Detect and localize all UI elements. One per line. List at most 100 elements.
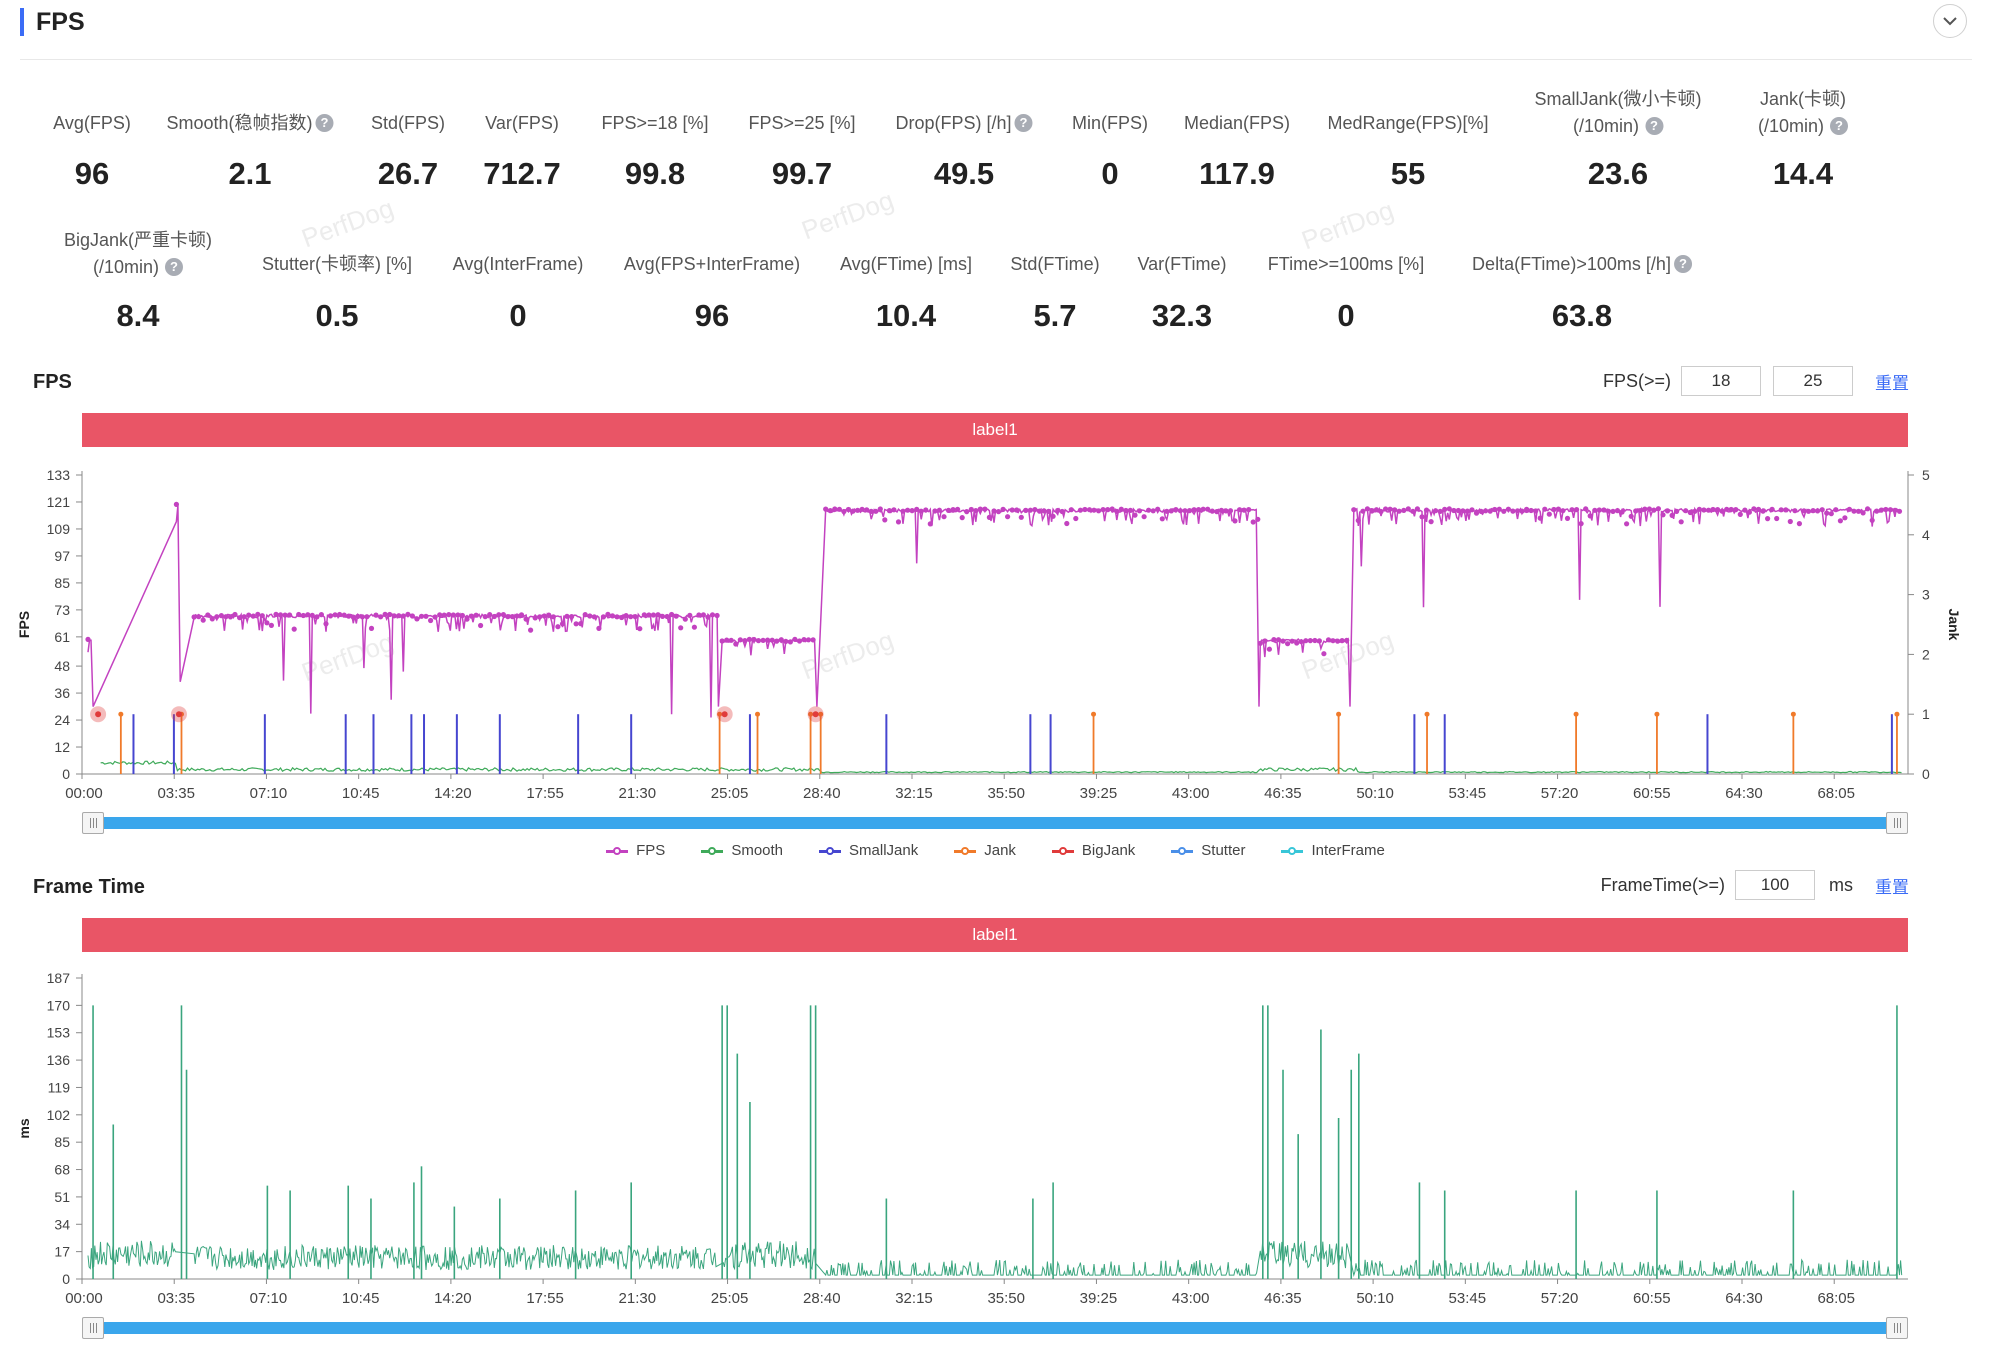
metric-value: 26.7 xyxy=(377,156,439,191)
fps-point xyxy=(1289,638,1295,644)
metric-label: Var(FPS) xyxy=(485,113,559,133)
metric-item: FTime>=100ms [%] 0 xyxy=(1268,252,1424,333)
fps-point xyxy=(1692,508,1698,514)
jank-point xyxy=(1091,711,1097,717)
help-icon[interactable]: ? xyxy=(1645,117,1663,135)
metric-value: 0 xyxy=(509,298,527,333)
fps-point xyxy=(1878,507,1884,513)
fps-point xyxy=(751,636,757,643)
fps-point xyxy=(332,612,338,618)
help-icon[interactable]: ? xyxy=(1014,114,1033,132)
metric-item: Delta(FTime)>100ms [/h]? 63.8 xyxy=(1472,252,1692,333)
fps-threshold-1-input[interactable] xyxy=(1681,366,1761,396)
fps-point xyxy=(1546,511,1552,517)
x-tick-label: 07:10 xyxy=(250,1290,288,1307)
jank-point xyxy=(1424,711,1430,717)
legend-item[interactable]: InterFrame xyxy=(1281,842,1385,859)
frametime-label-band[interactable]: label1 xyxy=(82,918,1908,952)
fps-threshold-2-input[interactable] xyxy=(1773,366,1853,396)
frametime-chart[interactable]: 0 17 34 51 68 85 102 119 136 153 170 187 00:00 03:35 0… xyxy=(0,964,1991,1309)
collapse-button[interactable] xyxy=(1933,4,1967,38)
fps-zoom-slider[interactable] xyxy=(82,812,1908,834)
legend-item[interactable]: BigJank xyxy=(1051,842,1135,859)
fps-zoom-handle-right[interactable] xyxy=(1886,812,1908,834)
fps-point xyxy=(1846,506,1852,512)
fps-point xyxy=(1601,507,1607,513)
legend-item[interactable]: Jank xyxy=(954,842,1016,859)
fps-point xyxy=(823,506,829,512)
frametime-threshold-input[interactable] xyxy=(1735,870,1815,900)
fps-point xyxy=(1414,506,1420,512)
fps-point xyxy=(1678,519,1684,525)
fps-point xyxy=(1824,510,1830,516)
fps-point xyxy=(1014,507,1020,513)
fps-point xyxy=(1141,514,1147,520)
fps-point xyxy=(1642,506,1648,512)
fps-point xyxy=(1473,510,1480,516)
metric-label: Stutter(卡顿率) [%] xyxy=(261,254,413,274)
fps-point xyxy=(1168,508,1174,514)
fps-point xyxy=(760,637,766,643)
fps-point xyxy=(787,639,794,645)
fps-point xyxy=(1433,508,1439,514)
fps-point xyxy=(1294,640,1300,646)
fps-point xyxy=(1271,637,1277,643)
fps-point xyxy=(1005,514,1011,520)
fps-point xyxy=(959,515,965,521)
bigjank-point xyxy=(812,711,819,718)
fps-point xyxy=(836,506,843,512)
fps-reset-link[interactable]: 重置 xyxy=(1875,373,1909,393)
x-tick-label: 43:00 xyxy=(1172,1290,1210,1307)
fps-point xyxy=(1537,515,1543,521)
fps-point xyxy=(832,506,838,512)
fps-point xyxy=(696,612,702,618)
x-tick-label: 35:50 xyxy=(987,1290,1025,1307)
fps-point xyxy=(537,614,543,620)
fps-label-band[interactable]: label1 xyxy=(82,413,1908,447)
fps-point xyxy=(774,638,780,644)
x-tick-label: 28:40 xyxy=(803,1290,841,1307)
legend-symbol xyxy=(1281,845,1304,857)
legend-item[interactable]: Smooth xyxy=(701,842,783,859)
fps-point xyxy=(1373,507,1380,513)
y2-tick-label: 2 xyxy=(1922,646,1930,662)
x-tick-label: 14:20 xyxy=(434,1290,472,1307)
frametime-reset-link[interactable]: 重置 xyxy=(1875,877,1909,897)
frametime-zoom-handle-left[interactable] xyxy=(82,1317,104,1339)
frametime-zoom-handle-right[interactable] xyxy=(1886,1317,1908,1339)
y2-tick-label: 0 xyxy=(1922,766,1930,782)
fps-chart-title: FPS xyxy=(33,371,72,393)
legend-item[interactable]: Stutter xyxy=(1171,842,1245,859)
help-icon[interactable]: ? xyxy=(1830,117,1849,135)
fps-point xyxy=(1633,508,1639,514)
fps-zoom-handle-left[interactable] xyxy=(82,812,104,834)
fps-point xyxy=(877,506,883,512)
y2-tick-label: 5 xyxy=(1922,467,1930,483)
fps-point xyxy=(805,637,812,643)
x-tick-label: 60:55 xyxy=(1633,785,1671,800)
watermark: PerfDog xyxy=(1297,194,1398,256)
metric-value: 0 xyxy=(1337,298,1355,333)
help-icon[interactable]: ? xyxy=(165,258,183,276)
fps-point xyxy=(391,613,397,619)
metric-item: FPS>=25 [%] 99.7 xyxy=(748,111,855,191)
fps-point xyxy=(1036,508,1043,514)
fps-point xyxy=(1655,506,1661,512)
fps-point xyxy=(746,636,753,642)
fps-point xyxy=(955,506,961,512)
legend-item[interactable]: FPS xyxy=(606,842,665,859)
fps-point xyxy=(1792,508,1798,514)
frametime-series-line xyxy=(87,1240,1903,1277)
fps-point xyxy=(1257,640,1263,646)
y-tick-label: 61 xyxy=(54,629,70,645)
fps-point xyxy=(478,622,484,629)
fps-point xyxy=(769,637,775,643)
fps-point xyxy=(300,612,306,619)
help-icon[interactable]: ? xyxy=(1673,255,1692,273)
legend-item[interactable]: SmallJank xyxy=(819,842,918,859)
fps-point xyxy=(1023,507,1029,513)
frametime-zoom-slider[interactable] xyxy=(82,1317,1908,1339)
help-icon[interactable]: ? xyxy=(315,114,334,132)
fps-point xyxy=(659,613,666,619)
